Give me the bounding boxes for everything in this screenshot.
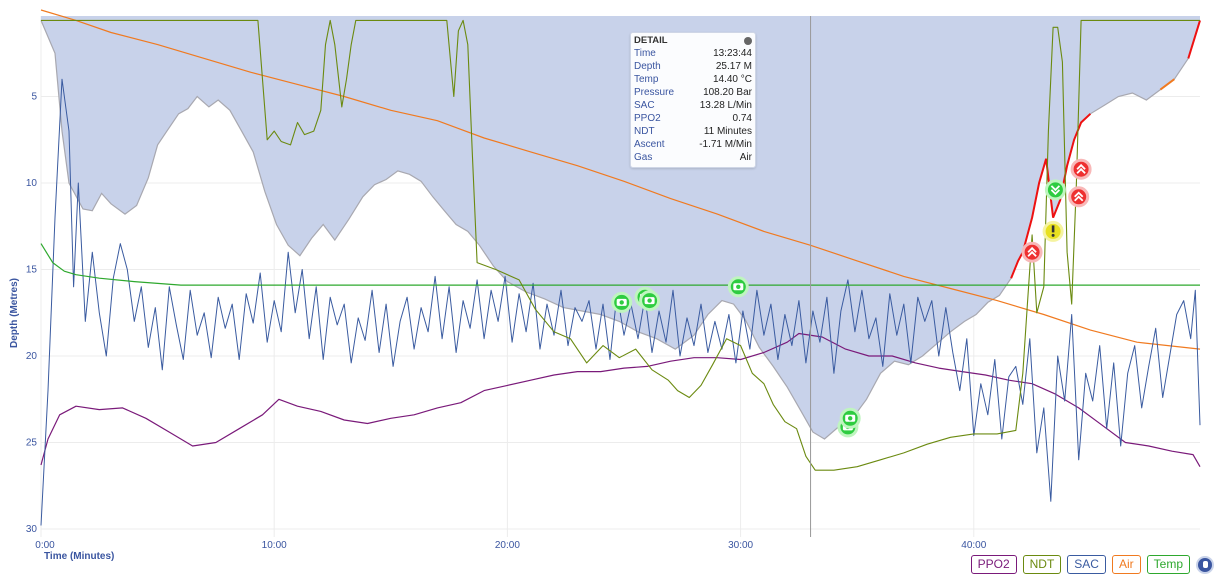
detail-label: NDT	[634, 126, 655, 137]
warning-marker-icon[interactable]	[1042, 220, 1064, 242]
detail-row: Time 13:23:44	[634, 47, 752, 60]
y-tick-label: 30	[26, 524, 38, 535]
warning-bar	[1051, 225, 1055, 233]
detail-value: 13.28 L/Min	[699, 100, 752, 111]
axes: 0:00 10:00 20:00 30:00 40:00 5 10 15 20 25 30	[26, 92, 987, 552]
detail-value: Air	[739, 152, 752, 163]
detail-label: Time	[634, 48, 656, 59]
series-lines	[40, 9, 1201, 526]
detail-row: Pressure 108.20 Bar	[634, 86, 752, 99]
x-tick-label: 30:00	[728, 540, 753, 551]
detail-value: -1.71 M/Min	[699, 139, 752, 150]
air-line	[40, 9, 1201, 350]
y-tick-label: 15	[26, 265, 38, 276]
ascent-alert-marker-icon[interactable]	[1021, 241, 1043, 263]
camera-lens	[619, 300, 624, 305]
legend-toggle-air[interactable]: Air	[1111, 555, 1141, 574]
legend: PPO2 NDT SAC Air Temp	[970, 555, 1214, 574]
camera-lens	[848, 416, 853, 421]
detail-value: 14.40 °C	[712, 74, 752, 85]
y-tick-label: 5	[31, 92, 37, 103]
legend-toggle-temp[interactable]: Temp	[1146, 555, 1190, 574]
detail-tooltip: DETAIL Time 13:23:44 Depth 25.17 M Temp 14.40…	[630, 32, 756, 168]
x-tick-label: 20:00	[495, 540, 520, 551]
x-tick-label: 0:00	[35, 540, 55, 551]
detail-row: Depth 25.17 M	[634, 60, 752, 73]
depth-area-fill	[41, 16, 1200, 439]
detail-value: 108.20 Bar	[703, 87, 752, 98]
ascent-alert-marker-icon[interactable]	[1070, 158, 1092, 180]
x-axis-title: Time (Minutes)	[44, 551, 114, 562]
ascent-warning-segment	[1187, 20, 1201, 59]
detail-value: 11 Minutes	[703, 126, 752, 137]
detail-label: Gas	[634, 152, 653, 163]
detail-label: Ascent	[634, 139, 665, 150]
detail-label: Temp	[634, 74, 659, 85]
y-tick-label: 20	[26, 351, 38, 362]
camera-marker-icon[interactable]	[611, 291, 633, 313]
close-dot-icon[interactable]	[744, 36, 752, 45]
chevron-up-icon	[1074, 191, 1084, 202]
detail-label: Pressure	[634, 87, 675, 98]
legend-toggle-ppo2[interactable]: PPO2	[970, 555, 1017, 574]
detail-label: SAC	[634, 100, 655, 111]
y-tick-label: 25	[26, 438, 38, 449]
chevron-up-icon	[1076, 163, 1086, 174]
camera-marker-icon[interactable]	[727, 276, 749, 298]
temp-line	[40, 243, 1200, 286]
detail-title: DETAIL	[634, 35, 668, 46]
detail-row: Temp 14.40 °C	[634, 73, 752, 86]
camera-lens	[736, 284, 741, 289]
detail-row: PPO2 0.74	[634, 112, 752, 125]
legend-toggle-ndt[interactable]: NDT	[1022, 555, 1062, 574]
sac-line	[40, 78, 1201, 526]
ppo2-line	[40, 332, 1201, 468]
chevron-down-icon	[1050, 185, 1061, 196]
detail-row: NDT 11 Minutes	[634, 125, 752, 138]
x-tick-label: 10:00	[262, 540, 287, 551]
chevron-up-icon	[1027, 246, 1037, 257]
detail-row: Gas Air	[634, 151, 752, 164]
ascent-caution-segment	[1159, 78, 1175, 91]
camera-lens	[647, 298, 652, 303]
detail-label: Depth	[634, 61, 661, 72]
detail-row: SAC 13.28 L/Min	[634, 99, 752, 112]
warning-dot	[1051, 233, 1055, 237]
camera-marker-icon[interactable]	[639, 290, 661, 312]
camera-marker-icon[interactable]	[839, 407, 861, 429]
safety-stop-marker-icon[interactable]	[1044, 179, 1066, 201]
detail-row: Ascent -1.71 M/Min	[634, 138, 752, 151]
y-tick-label: 10	[26, 178, 38, 189]
event-markers[interactable]	[611, 158, 1092, 438]
detail-value: 25.17 M	[715, 61, 752, 72]
legend-toggle-sac[interactable]: SAC	[1067, 555, 1106, 574]
x-tick-label: 40:00	[961, 540, 986, 551]
detail-label: PPO2	[634, 113, 661, 124]
ascent-alert-marker-icon[interactable]	[1068, 186, 1090, 208]
detail-value: 0.74	[732, 113, 752, 124]
info-icon[interactable]	[1196, 555, 1214, 574]
y-axis-title: Depth (Metres)	[9, 278, 20, 348]
detail-value: 13:23:44	[713, 48, 752, 59]
ndt-line	[41, 19, 1200, 471]
